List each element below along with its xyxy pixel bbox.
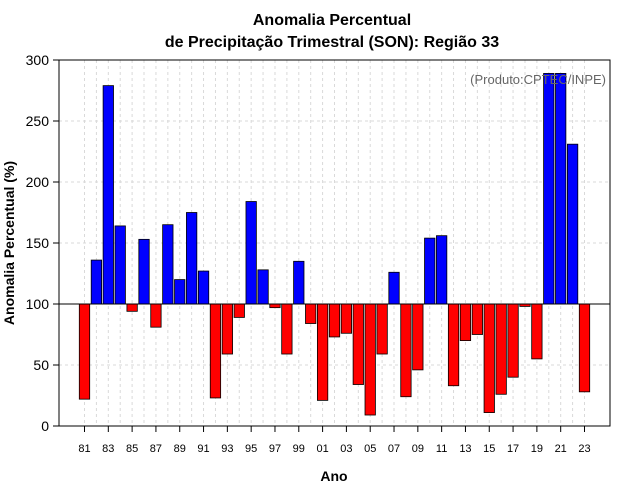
bar-11	[436, 235, 448, 305]
x-tick-label: 07	[388, 443, 400, 455]
bar-05	[364, 303, 376, 416]
x-tick-label: 11	[436, 443, 447, 455]
y-axis-title: Anomalia Percentual (%)	[1, 161, 17, 325]
y-tick-label: 150	[26, 235, 50, 251]
bar-94	[233, 303, 245, 318]
bar-85	[126, 303, 138, 312]
x-tick-label: 17	[507, 443, 519, 455]
bar-89	[174, 279, 186, 305]
bar-92	[209, 303, 222, 399]
x-tick-label: 81	[78, 443, 90, 455]
bar-86	[138, 238, 150, 305]
bar-20	[543, 73, 555, 305]
bar-04	[352, 303, 364, 385]
x-tick-label: 05	[364, 443, 376, 455]
x-tick-label: 13	[459, 443, 471, 455]
bar-93	[221, 303, 233, 355]
bar-91	[197, 270, 210, 305]
source-annotation: (Produto:CPTEC/INPE)	[470, 72, 606, 87]
bar-82	[90, 259, 102, 305]
bar-12	[447, 303, 460, 387]
x-tick-label: 01	[316, 443, 328, 455]
x-tick-label: 15	[483, 443, 495, 455]
bar-16	[495, 303, 507, 395]
bar-87	[150, 303, 162, 328]
x-tick-label: 19	[531, 443, 543, 455]
x-tick-label: 97	[269, 443, 281, 455]
y-tick-label: 0	[41, 418, 49, 434]
x-tick-label: 85	[126, 443, 138, 455]
bar-81	[78, 303, 91, 400]
bar-02	[328, 303, 341, 338]
y-axis: 0 50 100 150 200 250 300	[26, 52, 59, 434]
bar-84	[114, 225, 126, 305]
bar-97	[269, 303, 281, 309]
bar-23	[578, 303, 591, 393]
bar-88	[162, 224, 174, 305]
bar-15	[483, 303, 495, 413]
bar-21	[555, 73, 567, 305]
bar-17	[507, 303, 519, 378]
x-tick-label: 03	[340, 443, 352, 455]
bar-90	[186, 212, 198, 305]
bar-00	[305, 303, 317, 324]
bar-95	[245, 201, 257, 305]
bar-99	[293, 260, 305, 305]
y-tick-label: 200	[26, 174, 50, 190]
bar-08	[400, 303, 412, 398]
chart-title: Anomalia Percentual	[253, 12, 411, 29]
chart-subtitle: de Precipitação Trimestral (SON): Região…	[165, 34, 499, 51]
bar-13	[459, 303, 472, 341]
x-tick-label: 95	[245, 443, 257, 455]
bar-10	[424, 237, 436, 305]
x-tick-label: 23	[578, 443, 590, 455]
bar-03	[340, 303, 353, 334]
bars	[78, 73, 591, 416]
x-tick-label: 91	[197, 443, 209, 455]
bar-14	[471, 303, 483, 335]
y-tick-label: 100	[26, 296, 50, 312]
y-tick-label: 250	[26, 113, 50, 129]
bar-22	[567, 143, 579, 305]
bar-98	[281, 303, 293, 355]
x-tick-label: 89	[174, 443, 186, 455]
x-tick-label: 99	[293, 443, 305, 455]
bar-96	[257, 269, 269, 305]
bar-07	[388, 271, 400, 305]
x-tick-label: 93	[221, 443, 233, 455]
bar-19	[531, 303, 543, 360]
x-axis: 81 83 85 87 89 91 93 95 97 99 01 03 05 07 09 11 13 15 17 19…	[78, 426, 591, 455]
y-tick-label: 300	[26, 52, 50, 68]
bar-01	[316, 303, 329, 401]
y-tick-label: 50	[33, 357, 49, 373]
bar-06	[376, 303, 388, 355]
x-axis-title: Ano	[320, 468, 347, 484]
x-tick-label: 83	[102, 443, 114, 455]
x-tick-label: 87	[150, 443, 162, 455]
x-tick-label: 09	[412, 443, 424, 455]
bar-09	[412, 303, 424, 371]
bar-83	[102, 85, 114, 305]
x-tick-label: 21	[555, 443, 567, 455]
